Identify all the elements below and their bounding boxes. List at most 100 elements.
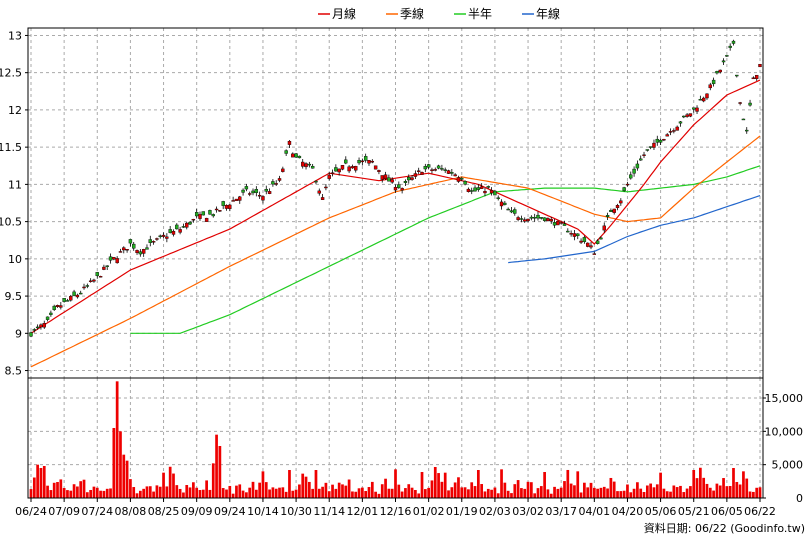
date-tick-label: 07/09 [48, 505, 80, 518]
candle-body [108, 256, 113, 261]
candle-body [287, 140, 292, 145]
candle-body [470, 190, 474, 192]
candle-body [443, 169, 447, 171]
volume-bar [559, 487, 563, 498]
volume-bar [66, 490, 69, 498]
volume-bar [649, 483, 653, 498]
candle-body [188, 221, 192, 225]
candle-body [410, 177, 414, 180]
candle-body [731, 40, 736, 44]
volume-bar [188, 487, 192, 498]
volume-bar [264, 482, 268, 498]
candle-body [632, 168, 636, 174]
volume-bar [314, 470, 318, 498]
price-tick-label: 8.5 [5, 365, 23, 378]
candle-body [85, 285, 90, 287]
candle-body [35, 326, 40, 329]
volume-bar [712, 490, 715, 498]
candle-body [363, 156, 368, 161]
candle-body [95, 272, 99, 276]
ma-line-2 [130, 165, 761, 334]
volume-bar [533, 493, 537, 498]
candle-body [735, 74, 739, 77]
candle-body [360, 160, 365, 163]
candle-body [168, 229, 172, 233]
volume-bar [539, 486, 543, 498]
volume-bar [433, 466, 437, 498]
volume-bar [450, 487, 454, 498]
candle-body [489, 189, 494, 194]
candle-body [748, 102, 752, 106]
volume-bar [62, 487, 66, 498]
candle-body [165, 236, 169, 239]
volume-bar [427, 487, 430, 498]
candle-body [675, 126, 679, 131]
candle-body [301, 161, 305, 167]
date-tick-label: 05/21 [678, 505, 710, 518]
volume-bar [105, 488, 109, 498]
volume-bar [599, 487, 603, 498]
candle-body [208, 210, 212, 215]
candle-body [317, 190, 321, 194]
volume-bar [304, 476, 308, 498]
candle-body [639, 158, 643, 161]
volume-bar [665, 491, 669, 498]
volume-bar [168, 466, 172, 498]
volume-bar [370, 481, 374, 498]
volume-bar [685, 488, 689, 498]
candle-body [721, 60, 726, 63]
candle-body [201, 211, 206, 216]
candle-body [330, 172, 335, 174]
volume-bar [82, 479, 86, 498]
candle-body [155, 238, 159, 240]
volume-bar [742, 471, 745, 498]
volume-bar [380, 484, 384, 498]
volume-bar [423, 489, 427, 498]
candle-body [141, 249, 146, 254]
volume-bar [119, 431, 122, 498]
moving-average-lines [30, 79, 761, 368]
volume-bar [652, 487, 656, 498]
volume-bar [473, 486, 477, 498]
date-tick-label: 06/05 [711, 505, 743, 518]
date-tick-label: 04/01 [578, 505, 610, 518]
candle-body [582, 237, 587, 242]
candle-body [692, 107, 696, 110]
volume-bar [334, 488, 338, 498]
volume-bar [394, 469, 397, 498]
volume-bar [490, 489, 493, 498]
candle-body [324, 186, 328, 189]
candle-body [516, 217, 520, 220]
candle-body [340, 165, 345, 170]
price-tick-label: 12 [8, 104, 22, 117]
candle-body [576, 233, 580, 237]
candle-body [622, 187, 626, 191]
candle-body [72, 291, 76, 296]
ma-line-3 [508, 195, 761, 264]
candle-body [433, 169, 437, 171]
volume-bar [397, 484, 401, 498]
candle-body [546, 218, 550, 222]
volume-bar [586, 487, 590, 498]
candle-body [75, 294, 80, 298]
candle-body [304, 163, 308, 168]
candle-body [751, 77, 756, 80]
candle-body [234, 198, 239, 201]
volume-bar [331, 484, 334, 498]
candle-body [738, 102, 742, 104]
volume-bar [281, 487, 285, 498]
volume-bar [231, 493, 235, 498]
candle-body [682, 115, 686, 118]
candle-body [102, 266, 106, 270]
candle-body [629, 174, 633, 179]
volume-bar [307, 481, 311, 498]
volume-bar [417, 493, 421, 498]
candle-body [224, 204, 229, 209]
volume-bar [523, 488, 527, 498]
candle-body [430, 169, 434, 171]
volume-bar [626, 484, 629, 498]
volume-bar [682, 492, 686, 498]
candle-body [718, 69, 722, 73]
date-tick-label: 08/25 [148, 505, 180, 518]
